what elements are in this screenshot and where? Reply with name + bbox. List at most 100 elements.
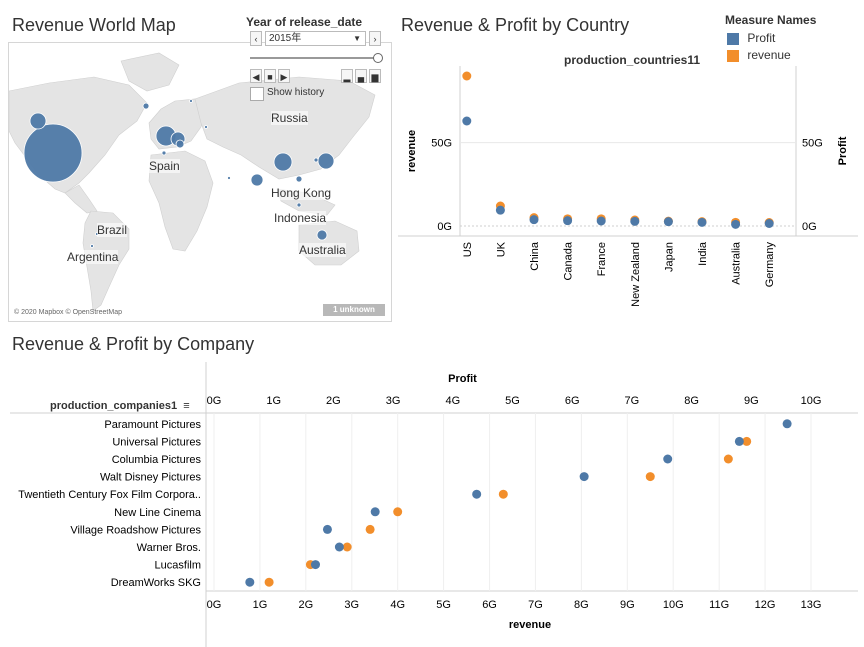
country-profit-point-australia[interactable] xyxy=(731,219,741,229)
company-top-tick-7g: 7G xyxy=(625,395,640,407)
company-profit-point-lucasfilm[interactable] xyxy=(310,560,320,570)
country-tick-germany: Germany xyxy=(764,242,776,288)
unknown-badge[interactable]: 1 unknown xyxy=(323,304,385,316)
map-bubble-6[interactable] xyxy=(142,102,150,110)
play-forward-button[interactable]: ▶ xyxy=(278,69,290,83)
company-bottom-tick-11g: 11G xyxy=(709,599,729,611)
company-bottom-tick-2g: 2G xyxy=(299,599,314,611)
company-bottom-tick-7g: 7G xyxy=(528,599,543,611)
company-top-axis-title: Profit xyxy=(448,373,477,385)
legend-title: Measure Names xyxy=(725,13,817,27)
company-revenue-point-village-roadshow-pictures[interactable] xyxy=(365,524,375,534)
legend-label-profit: Profit xyxy=(747,31,776,45)
legend-item-profit[interactable]: Profit xyxy=(727,31,775,45)
map-bubble-9[interactable] xyxy=(317,152,335,170)
map-bubble-8[interactable] xyxy=(273,152,293,172)
place-label-spain: Spain xyxy=(149,159,180,173)
country-profit-point-us[interactable] xyxy=(462,116,472,126)
legend-label-revenue: revenue xyxy=(747,48,791,62)
company-revenue-point-columbia-pictures[interactable] xyxy=(723,454,733,464)
company-revenue-point-twentieth-century-fox-film-corpora[interactable] xyxy=(498,489,508,499)
map-bubble-19[interactable] xyxy=(227,176,231,180)
world-map[interactable]: Russia Spain Hong Kong Indonesia Brazil … xyxy=(8,42,392,322)
country-profit-point-china[interactable] xyxy=(529,215,539,225)
sort-icon[interactable]: ≡ xyxy=(183,400,190,412)
map-bubble-12[interactable] xyxy=(295,175,303,183)
map-bubble-15[interactable] xyxy=(204,125,208,129)
country-profit-point-new-zealand[interactable] xyxy=(630,216,640,226)
company-top-tick-2g: 2G xyxy=(326,395,341,407)
company-chart[interactable]: Profit 0G 1G 2G 3G 4G 5G 6G 7G 8G 9G 10G 0G 1G 2G 3G 4G 5… xyxy=(0,362,864,647)
speed-fast-icon[interactable]: ▆ xyxy=(369,69,381,83)
map-bubble-11[interactable] xyxy=(250,173,264,187)
year-select[interactable]: 2015年 ▼ xyxy=(265,31,366,46)
country-profit-point-canada[interactable] xyxy=(563,216,573,226)
company-revenue-point-warner-bros[interactable] xyxy=(342,542,352,552)
company-revenue-point-dreamworks-skg[interactable] xyxy=(264,577,274,587)
map-bubble-10[interactable] xyxy=(313,157,319,163)
company-profit-point-twentieth-century-fox-film-corpora[interactable] xyxy=(472,489,482,499)
company-profit-point-universal-pictures[interactable] xyxy=(734,436,744,446)
show-history-label: Show history xyxy=(267,87,325,98)
map-attribution: © 2020 Mapbox © OpenStreetMap xyxy=(14,309,122,316)
company-revenue-point-universal-pictures[interactable] xyxy=(742,436,752,446)
country-profit-point-france[interactable] xyxy=(596,216,606,226)
country-tick-japan: Japan xyxy=(663,242,675,272)
country-chart[interactable]: 50G 0G 50G 0G revenue Profit US UK China Canada Fr… xyxy=(398,66,858,316)
country-header: production_countries11 xyxy=(564,53,701,67)
country-left-tick-0g: 0G xyxy=(437,221,452,233)
place-label-russia: Russia xyxy=(271,111,308,125)
company-profit-point-dreamworks-skg[interactable] xyxy=(245,577,255,587)
company-header: production_companies1 ≡ xyxy=(50,400,190,412)
company-bottom-tick-8g: 8G xyxy=(574,599,589,611)
speed-medium-icon[interactable]: ▄ xyxy=(355,69,367,83)
next-year-button[interactable]: › xyxy=(369,31,381,46)
map-bubble-16[interactable] xyxy=(189,99,193,103)
company-chart-title: Revenue & Profit by Company xyxy=(12,334,255,354)
country-profit-point-india[interactable] xyxy=(697,217,707,227)
country-profit-point-germany[interactable] xyxy=(764,219,774,228)
map-bubble-14[interactable] xyxy=(316,229,328,241)
map-bubble-18[interactable] xyxy=(90,244,94,248)
country-tick-uk: UK xyxy=(495,241,507,257)
company-bottom-tick-3g: 3G xyxy=(344,599,359,611)
map-bubble-7[interactable] xyxy=(161,150,167,156)
play-back-button[interactable]: ◀ xyxy=(250,69,262,83)
greenland xyxy=(120,52,180,92)
map-bubble-2[interactable] xyxy=(29,112,47,130)
company-profit-point-new-line-cinema[interactable] xyxy=(370,507,380,517)
country-revenue-point-us[interactable] xyxy=(462,71,472,81)
company-top-tick-5g: 5G xyxy=(505,395,520,407)
asia xyxy=(194,76,376,180)
country-profit-point-japan[interactable] xyxy=(663,217,673,227)
country-right-tick-50g: 50G xyxy=(802,138,823,150)
map-bubble-5[interactable] xyxy=(175,139,185,149)
prev-year-button[interactable]: ‹ xyxy=(250,31,262,46)
company-bottom-tick-0g: 0G xyxy=(207,599,222,611)
place-label-hong-kong: Hong Kong xyxy=(271,186,332,200)
company-profit-point-paramount-pictures[interactable] xyxy=(782,419,792,429)
company-profit-point-village-roadshow-pictures[interactable] xyxy=(322,524,332,534)
speed-slow-icon[interactable]: ▂ xyxy=(341,69,353,83)
year-slider-track[interactable] xyxy=(250,57,376,59)
map-title: Revenue World Map xyxy=(12,15,176,35)
revenue-bubbles[interactable] xyxy=(23,99,335,248)
company-profit-point-walt-disney-pictures[interactable] xyxy=(579,472,589,482)
year-select-value: 2015年 xyxy=(269,33,302,44)
company-revenue-point-walt-disney-pictures[interactable] xyxy=(645,472,655,482)
map-bubble-1[interactable] xyxy=(23,123,83,183)
company-profit-point-columbia-pictures[interactable] xyxy=(663,454,673,464)
country-tick-france: France xyxy=(596,242,608,276)
map-bubble-13[interactable] xyxy=(296,202,302,208)
company-row-label-new-line-cinema: New Line Cinema xyxy=(114,507,202,519)
company-revenue-point-new-line-cinema[interactable] xyxy=(393,507,403,517)
company-bottom-tick-5g: 5G xyxy=(436,599,451,611)
legend-item-revenue[interactable]: revenue xyxy=(727,48,791,62)
company-profit-point-warner-bros[interactable] xyxy=(334,542,344,552)
stop-button[interactable]: ■ xyxy=(264,69,276,83)
company-bottom-tick-10g: 10G xyxy=(663,599,684,611)
show-history-checkbox[interactable] xyxy=(250,87,264,101)
country-profit-point-uk[interactable] xyxy=(495,205,505,215)
year-slider-handle[interactable] xyxy=(373,53,383,63)
company-header-label: production_companies1 xyxy=(50,400,178,412)
